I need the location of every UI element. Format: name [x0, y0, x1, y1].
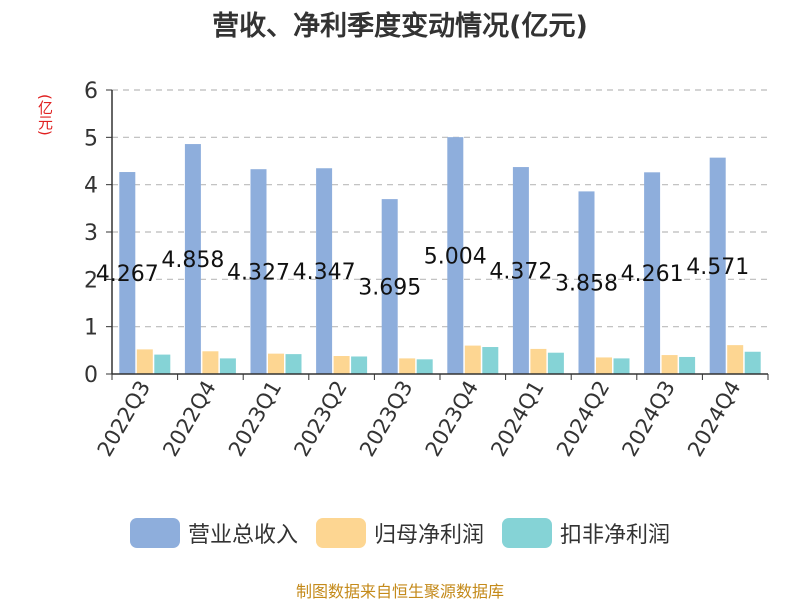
- bar-deducted-net-profit: [285, 354, 302, 374]
- bar-deducted-net-profit: [351, 356, 368, 374]
- bar-deducted-net-profit: [679, 356, 696, 374]
- y-axis-unit-label: (亿元): [36, 94, 54, 136]
- bar-net-profit: [136, 349, 153, 374]
- bar-net-profit: [268, 353, 284, 374]
- source-note: 制图数据来自恒生聚源数据库: [295, 582, 504, 601]
- x-tick-label: 2024Q4: [683, 377, 745, 461]
- bar-net-profit: [464, 345, 481, 374]
- y-tick-label: 1: [84, 316, 98, 341]
- x-tick-label: 2023Q4: [421, 377, 483, 461]
- legend-label-deducted-net-profit: 扣非净利润: [560, 523, 671, 548]
- data-label-revenue: 5.004: [424, 245, 487, 270]
- x-tick-label: 2022Q4: [158, 377, 220, 461]
- data-label-revenue: 4.858: [161, 248, 224, 273]
- x-tick-label: 2024Q3: [617, 377, 679, 461]
- bar-deducted-net-profit: [482, 347, 499, 374]
- x-tick-label: 2023Q2: [289, 377, 351, 461]
- legend-swatch-deducted-net-profit: [502, 518, 552, 548]
- x-tick-label: 2023Q3: [355, 377, 417, 461]
- bar-revenue: [184, 144, 201, 374]
- data-label-revenue: 3.695: [358, 276, 421, 301]
- bar-revenue: [644, 172, 661, 374]
- x-tick-label: 2024Q2: [552, 377, 614, 461]
- data-label-revenue: 4.261: [621, 262, 684, 287]
- bar-deducted-net-profit: [613, 358, 630, 374]
- legend-swatch-revenue: [129, 518, 180, 548]
- bar-deducted-net-profit: [744, 351, 761, 374]
- bar-deducted-net-profit: [416, 359, 433, 374]
- bar-net-profit: [530, 348, 547, 374]
- legend: 营业总收入 归母净利润 扣非净利润: [0, 517, 800, 549]
- legend-item-net-profit[interactable]: 归母净利润: [315, 517, 484, 549]
- data-label-revenue: 4.327: [227, 261, 290, 286]
- y-tick-label: 2: [84, 268, 98, 293]
- x-tick-label: 2024Q1: [486, 377, 548, 461]
- bar-deducted-net-profit: [154, 354, 171, 374]
- y-tick-label: 6: [84, 79, 98, 104]
- bar-revenue: [316, 168, 333, 374]
- data-label-revenue: 4.267: [96, 262, 159, 287]
- bar-revenue: [250, 169, 267, 374]
- bar-deducted-net-profit: [219, 358, 236, 374]
- bar-net-profit: [399, 358, 416, 374]
- bar-revenue: [119, 172, 136, 374]
- bar-net-profit: [596, 357, 612, 374]
- legend-swatch-net-profit: [315, 518, 366, 548]
- y-tick-label: 0: [84, 363, 98, 388]
- bar-net-profit: [727, 345, 744, 374]
- bar-revenue: [709, 157, 726, 374]
- legend-label-net-profit: 归母净利润: [373, 523, 484, 548]
- bar-net-profit: [333, 356, 350, 374]
- data-label-revenue: 3.858: [555, 272, 618, 297]
- bar-net-profit: [202, 351, 219, 374]
- x-tick-label: 2023Q1: [224, 377, 286, 461]
- chart-title: 营收、净利季度变动情况(亿元): [212, 11, 588, 42]
- bar-deducted-net-profit: [547, 352, 564, 374]
- y-tick-label: 5: [84, 126, 98, 151]
- bar-revenue: [578, 191, 595, 374]
- legend-label-revenue: 营业总收入: [187, 523, 298, 548]
- legend-item-revenue[interactable]: 营业总收入: [129, 517, 298, 549]
- data-label-revenue: 4.347: [293, 260, 356, 285]
- bar-revenue: [381, 199, 398, 374]
- y-tick-label: 3: [84, 221, 98, 246]
- y-tick-label: 4: [84, 174, 98, 199]
- x-tick-label: 2022Q3: [93, 377, 155, 461]
- data-label-revenue: 4.372: [489, 260, 552, 285]
- bar-revenue: [447, 137, 464, 374]
- bar-revenue: [512, 167, 529, 374]
- legend-item-deducted-net-profit[interactable]: 扣非净利润: [502, 517, 670, 549]
- data-label-revenue: 4.571: [686, 255, 749, 280]
- bar-net-profit: [661, 355, 678, 374]
